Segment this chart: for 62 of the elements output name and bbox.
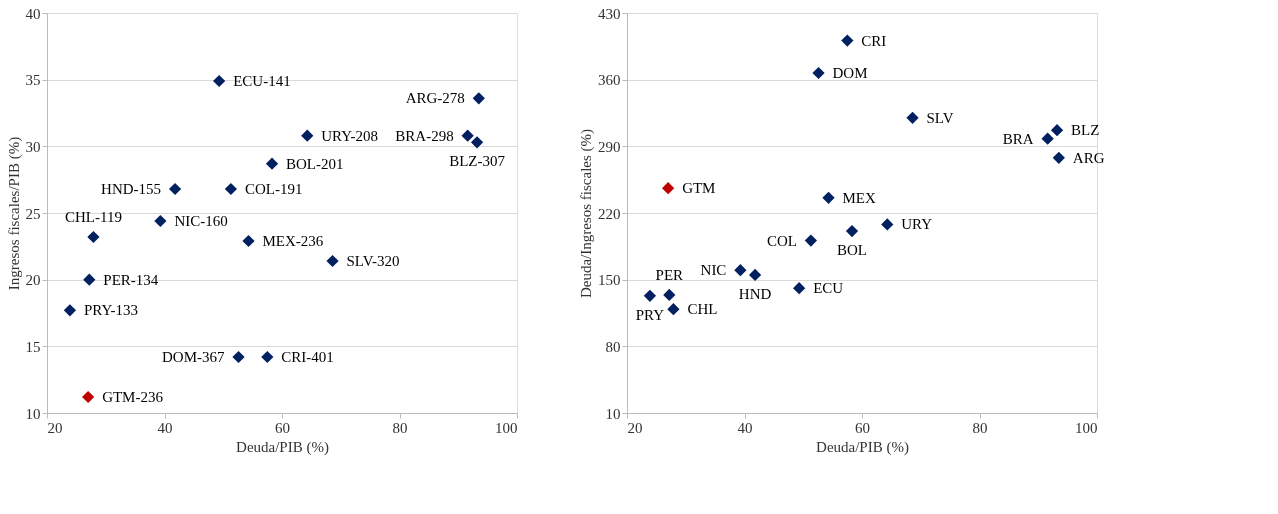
y-tick-label: 360 (598, 72, 621, 89)
annotation: ECU (813, 280, 844, 297)
y-tick-label: 20 (25, 272, 41, 289)
annotation: BOL (837, 242, 868, 259)
annotation: ARG (1072, 149, 1105, 166)
annotation: BOL-201 (286, 155, 344, 172)
annotation: CHL-119 (64, 209, 122, 225)
x-tick-label: 100 (495, 419, 518, 436)
x-tick-label: 40 (737, 419, 753, 436)
annotation: CRI-401 (281, 349, 334, 365)
y-tick-label: 430 (598, 5, 621, 22)
annotation: NIC (700, 262, 727, 279)
annotation: HND (738, 285, 772, 302)
x-tick-label: 60 (855, 419, 870, 436)
annotation: SLV-320 (346, 253, 400, 269)
x-tick-label: 40 (157, 419, 173, 436)
annotation: CHL (687, 301, 718, 318)
x-axis-title: Deuda/PIB (%) (816, 438, 909, 456)
annotation: PER (655, 266, 684, 283)
y-tick-label: 80 (605, 338, 621, 355)
y-tick-label: 220 (598, 205, 621, 222)
y-tick-label: 10 (605, 405, 621, 422)
annotation: MEX-236 (262, 233, 324, 249)
x-tick-label: 80 (972, 419, 988, 436)
y-tick-label: 40 (25, 5, 41, 22)
y-axis-title: Ingresos fiscales/PIB (%) (5, 136, 23, 291)
annotation: URY-208 (321, 127, 378, 144)
x-tick-label: 80 (392, 419, 408, 436)
x-tick-label: 60 (275, 419, 290, 436)
annotation: BLZ (1071, 122, 1100, 139)
y-tick-label: 35 (25, 72, 41, 89)
annotation: DOM (832, 65, 868, 81)
annotation: DOM-367 (162, 349, 226, 365)
y-tick-label: 290 (598, 138, 621, 155)
annotation: ECU-141 (233, 73, 291, 89)
annotation: MEX (842, 189, 877, 206)
y-tick-label: 25 (25, 205, 41, 222)
annotation: URY (901, 216, 933, 233)
annotation: GTM-236 (102, 389, 164, 405)
annotation: HND-155 (101, 181, 162, 197)
y-tick-label: 15 (25, 338, 41, 355)
annotation: PRY (635, 306, 665, 323)
x-tick-label: 100 (1075, 419, 1098, 436)
x-tick-label: 20 (47, 419, 63, 436)
y-tick-label: 150 (598, 272, 621, 289)
y-axis-title: Deuda/Ingresos fiscales (%) (578, 128, 595, 299)
x-tick-label: 20 (627, 419, 643, 436)
annotation: PER-134 (103, 271, 159, 288)
y-tick-label: 30 (25, 138, 41, 155)
annotation: NIC-160 (174, 213, 228, 229)
annotation: PRY-133 (83, 302, 139, 319)
annotation: CRI (861, 32, 887, 49)
x-axis-title: Deuda/PIB (%) (236, 438, 329, 456)
annotation: BLZ-307 (449, 153, 506, 170)
annotation: SLV (926, 109, 954, 126)
annotation: COL-191 (244, 181, 303, 197)
annotation: BRA-298 (395, 127, 454, 144)
annotation: COL (766, 232, 797, 249)
annotation: ARG-278 (405, 90, 465, 107)
annotation: GTM (682, 180, 716, 197)
y-tick-label: 10 (25, 405, 41, 422)
annotation: BRA (1002, 130, 1034, 147)
